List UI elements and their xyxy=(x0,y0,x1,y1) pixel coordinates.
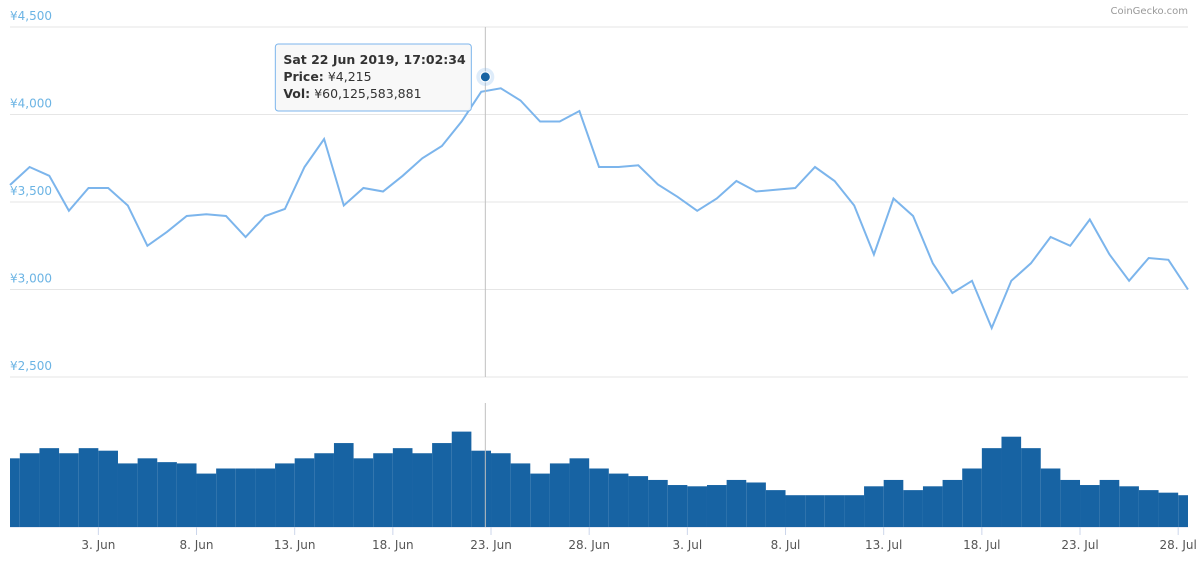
volume-bar xyxy=(608,473,629,527)
volume-bar xyxy=(883,479,904,527)
volume-bar xyxy=(1040,468,1061,527)
volume-bar xyxy=(549,463,570,527)
volume-bar xyxy=(137,458,158,527)
volume-bar xyxy=(1080,485,1100,527)
x-tick-label: 3. Jun xyxy=(81,538,115,552)
volume-bar xyxy=(726,479,747,527)
volume-bar xyxy=(1060,479,1081,527)
volume-bar xyxy=(805,495,825,527)
y-tick-label: ¥4,000 xyxy=(10,97,52,111)
volume-bar xyxy=(216,468,236,527)
volume-bar xyxy=(10,458,20,527)
volume-bar xyxy=(432,443,452,527)
volume-bar xyxy=(392,448,413,527)
volume-bar xyxy=(687,486,707,527)
volume-bar xyxy=(471,450,492,527)
hover-point xyxy=(479,71,491,83)
tooltip-box xyxy=(274,43,472,112)
x-tick-label: 23. Jul xyxy=(1061,538,1098,552)
volume-bar xyxy=(39,448,60,527)
volume-bar xyxy=(196,473,217,527)
volume-bar xyxy=(746,482,766,527)
volume-bar xyxy=(981,448,1002,527)
tooltip-label: Price: xyxy=(283,69,324,84)
tooltip-label: Vol: xyxy=(283,86,310,101)
volume-bar xyxy=(59,453,79,527)
volume-bar xyxy=(824,495,845,527)
x-tick-label: 8. Jun xyxy=(180,538,214,552)
volume-bar xyxy=(19,453,40,527)
volume-bar xyxy=(962,468,982,527)
y-tick-label: ¥4,500 xyxy=(10,9,52,23)
volume-bar xyxy=(569,458,590,527)
y-tick-label: ¥2,500 xyxy=(10,359,52,373)
volume-bar xyxy=(765,490,786,527)
x-tick-label: 8. Jul xyxy=(771,538,801,552)
volume-bar xyxy=(1178,495,1188,527)
volume-bar xyxy=(530,473,550,527)
volume-bar xyxy=(864,486,884,527)
volume-bar xyxy=(451,431,472,527)
volume-bar xyxy=(785,495,806,527)
tooltip-value: ¥60,125,583,881 xyxy=(314,86,421,101)
tooltip-row: Price: ¥4,215 xyxy=(283,69,371,84)
volume-bar xyxy=(903,490,923,527)
volume-bar xyxy=(353,458,374,527)
volume-bar xyxy=(667,485,688,527)
volume-bar xyxy=(491,453,511,527)
x-tick-label: 13. Jul xyxy=(865,538,902,552)
x-tick-label: 3. Jul xyxy=(672,538,702,552)
y-tick-label: ¥3,500 xyxy=(10,184,52,198)
volume-bar xyxy=(157,462,177,527)
volume-bar xyxy=(117,463,138,527)
volume-bar xyxy=(255,468,276,527)
volume-bar xyxy=(589,468,609,527)
x-tick-label: 23. Jun xyxy=(470,538,512,552)
volume-bar xyxy=(275,463,295,527)
volume-bar xyxy=(1021,448,1041,527)
x-tick-label: 28. Jun xyxy=(568,538,610,552)
price-line xyxy=(9,87,1189,331)
tooltip-title: Sat 22 Jun 2019, 17:02:34 xyxy=(283,52,466,67)
volume-bar xyxy=(1119,486,1139,527)
x-tick-label: 28. Jul xyxy=(1159,538,1196,552)
volume-bar xyxy=(333,443,354,527)
tooltip-value: ¥4,215 xyxy=(328,69,372,84)
x-tick-label: 18. Jul xyxy=(963,538,1000,552)
volume-bar xyxy=(373,453,393,527)
volume-bar xyxy=(412,453,433,527)
volume-bar xyxy=(1001,436,1022,527)
volume-bar xyxy=(1099,479,1120,527)
tooltip-row: Vol: ¥60,125,583,881 xyxy=(283,86,421,101)
volume-bar xyxy=(98,450,118,527)
volume-bar xyxy=(648,479,668,527)
volume-bar xyxy=(628,476,649,527)
volume-bar xyxy=(844,495,865,527)
volume-bar xyxy=(706,485,727,527)
volume-bar xyxy=(1158,492,1179,527)
volume-bar xyxy=(294,458,315,527)
credits: CoinGecko.com xyxy=(1110,6,1188,17)
volume-bar xyxy=(922,486,943,527)
y-tick-label: ¥3,000 xyxy=(10,272,52,286)
volume-bar xyxy=(1138,490,1159,527)
volume-bar xyxy=(942,479,963,527)
volume-bar xyxy=(176,463,197,527)
volume-bar xyxy=(510,463,531,527)
volume-bar xyxy=(235,468,256,527)
x-tick-label: 13. Jun xyxy=(274,538,316,552)
volume-bar xyxy=(78,448,99,527)
x-tick-label: 18. Jun xyxy=(372,538,414,552)
volume-bar xyxy=(314,453,334,527)
